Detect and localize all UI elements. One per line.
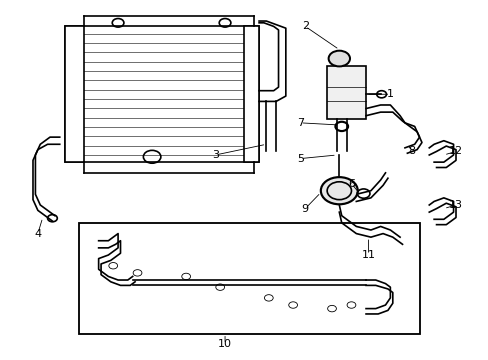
Text: 2: 2 xyxy=(301,21,308,31)
Bar xyxy=(64,26,84,162)
Bar xyxy=(64,26,259,162)
Text: 13: 13 xyxy=(448,200,462,210)
Text: 1: 1 xyxy=(386,89,393,99)
Bar xyxy=(326,66,366,119)
Text: 10: 10 xyxy=(218,339,232,349)
Circle shape xyxy=(328,51,349,66)
Text: 11: 11 xyxy=(361,250,375,260)
Text: 8: 8 xyxy=(408,147,415,157)
Text: 4: 4 xyxy=(34,229,41,239)
Bar xyxy=(244,26,259,162)
Circle shape xyxy=(320,177,357,204)
Text: 9: 9 xyxy=(301,203,308,213)
Text: 7: 7 xyxy=(296,118,304,128)
Text: 12: 12 xyxy=(448,147,462,157)
Text: 6: 6 xyxy=(347,179,354,189)
Text: 3: 3 xyxy=(211,150,218,160)
Text: 5: 5 xyxy=(296,154,304,163)
Bar xyxy=(79,223,419,334)
